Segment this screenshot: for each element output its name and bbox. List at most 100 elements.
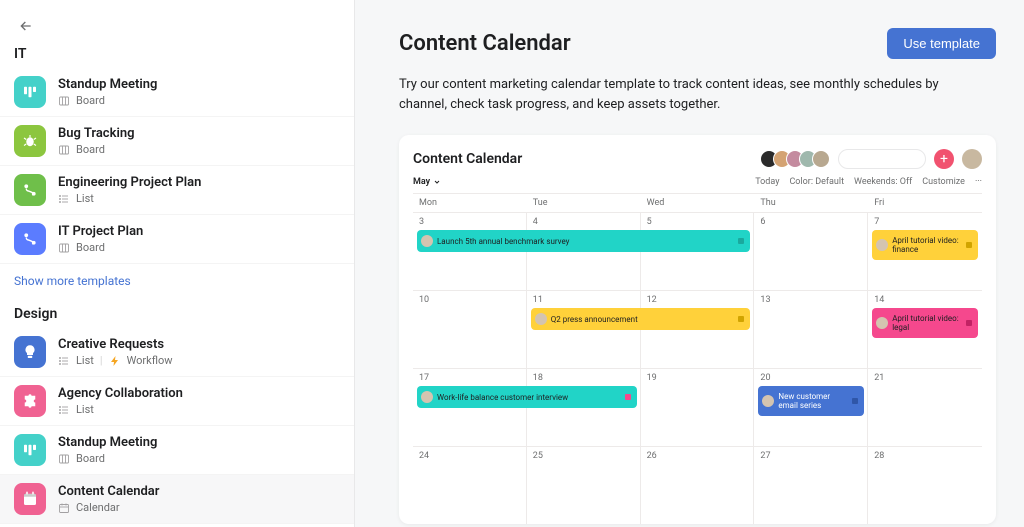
calendar-cell[interactable]: 28 bbox=[868, 446, 982, 524]
template-name: Content Calendar bbox=[58, 484, 159, 499]
calendar-event[interactable]: Work-life balance customer interview bbox=[417, 386, 637, 408]
page-title: Content Calendar bbox=[399, 31, 571, 56]
template-name: Standup Meeting bbox=[58, 77, 157, 92]
event-avatar bbox=[762, 395, 774, 407]
avatar[interactable] bbox=[812, 150, 830, 168]
event-label: Work-life balance customer interview bbox=[437, 393, 568, 402]
member-avatars[interactable] bbox=[760, 150, 830, 168]
preview-title: Content Calendar bbox=[413, 151, 522, 167]
board-icon bbox=[58, 242, 70, 254]
calendar-cell[interactable]: 21 bbox=[868, 368, 982, 446]
month-selector[interactable]: May bbox=[413, 177, 441, 187]
calendar-cell[interactable]: 27 bbox=[754, 446, 868, 524]
event-status-icon bbox=[966, 242, 972, 248]
sidebar: IT Standup Meeting Board Bug Tracking Board E… bbox=[0, 0, 355, 527]
section-title: IT bbox=[0, 44, 354, 68]
event-label: Q2 press announcement bbox=[551, 315, 638, 324]
template-meta-label: Calendar bbox=[76, 501, 120, 514]
template-meta-label: List bbox=[76, 403, 94, 416]
template-name: Standup Meeting bbox=[58, 435, 157, 450]
template-item[interactable]: Standup Meeting Board bbox=[0, 426, 354, 475]
main-panel: Content Calendar Use template Try our co… bbox=[355, 0, 1024, 527]
today-button[interactable]: Today bbox=[755, 177, 779, 187]
more-icon[interactable]: ··· bbox=[975, 177, 982, 187]
show-more-link[interactable]: Show more templates bbox=[0, 264, 354, 304]
template-meta-label: Board bbox=[76, 143, 105, 156]
template-item[interactable]: Engineering Project Plan List bbox=[0, 166, 354, 215]
columns-icon bbox=[14, 434, 46, 466]
template-name: Bug Tracking bbox=[58, 126, 134, 141]
calendar-cell[interactable]: 6 bbox=[754, 212, 868, 290]
day-header: Thu bbox=[754, 194, 868, 212]
flow-icon bbox=[14, 223, 46, 255]
template-item[interactable]: IT Project Plan Board bbox=[0, 215, 354, 264]
calendar-icon bbox=[58, 502, 70, 514]
day-header: Fri bbox=[868, 194, 982, 212]
back-button[interactable] bbox=[12, 12, 40, 40]
calendar-event[interactable]: Launch 5th annual benchmark survey bbox=[417, 230, 750, 252]
calendar-preview: Content Calendar + May Today Color: Defa… bbox=[399, 135, 996, 524]
template-name: Creative Requests bbox=[58, 337, 173, 352]
template-item[interactable]: Standup Meeting Board bbox=[0, 68, 354, 117]
template-meta-label: List bbox=[76, 192, 94, 205]
event-avatar bbox=[421, 391, 433, 403]
month-label: May bbox=[413, 177, 430, 187]
template-item[interactable]: Bug Tracking Board bbox=[0, 117, 354, 166]
calendar-event[interactable]: April tutorial video: legal bbox=[872, 308, 978, 338]
calendar-event[interactable]: Q2 press announcement bbox=[531, 308, 751, 330]
template-meta-label: Workflow bbox=[127, 354, 173, 367]
board-icon bbox=[58, 453, 70, 465]
calendar-cell[interactable]: 26 bbox=[641, 446, 755, 524]
event-status-icon bbox=[852, 398, 858, 404]
event-avatar bbox=[535, 313, 547, 325]
template-meta-label: List bbox=[76, 354, 94, 367]
columns-icon bbox=[14, 76, 46, 108]
calendar-cell[interactable]: 13 bbox=[754, 290, 868, 368]
flow-icon bbox=[14, 174, 46, 206]
template-item[interactable]: Agency Collaboration List bbox=[0, 377, 354, 426]
puzzle-icon bbox=[14, 385, 46, 417]
use-template-button[interactable]: Use template bbox=[887, 28, 996, 59]
list-icon bbox=[58, 193, 70, 205]
day-header: Wed bbox=[641, 194, 755, 212]
event-label: April tutorial video: legal bbox=[892, 314, 962, 332]
day-header: Tue bbox=[527, 194, 641, 212]
template-item[interactable]: Content Calendar Calendar bbox=[0, 475, 354, 524]
add-task-button[interactable]: + bbox=[934, 149, 954, 169]
calendar-event[interactable]: April tutorial video: finance bbox=[872, 230, 978, 260]
preview-search[interactable] bbox=[838, 149, 926, 169]
template-meta-label: Board bbox=[76, 452, 105, 465]
color-option[interactable]: Color: Default bbox=[789, 177, 844, 187]
template-item[interactable]: Creative RequestsList|Workflow bbox=[0, 328, 354, 377]
calendar-cell[interactable]: 19 bbox=[641, 368, 755, 446]
event-label: New customer email series bbox=[778, 392, 848, 410]
event-status-icon bbox=[966, 320, 972, 326]
template-meta-label: Board bbox=[76, 94, 105, 107]
bolt-icon bbox=[109, 355, 121, 367]
weekends-option[interactable]: Weekends: Off bbox=[854, 177, 912, 187]
template-description: Try our content marketing calendar templ… bbox=[399, 75, 959, 115]
event-avatar bbox=[421, 235, 433, 247]
template-name: Agency Collaboration bbox=[58, 386, 183, 401]
event-avatar bbox=[876, 317, 888, 329]
list-icon bbox=[58, 404, 70, 416]
calendar-cell[interactable]: 25 bbox=[527, 446, 641, 524]
section-title: Design bbox=[0, 304, 354, 328]
customize-button[interactable]: Customize bbox=[922, 177, 965, 187]
calendar-cell[interactable]: 24 bbox=[413, 446, 527, 524]
calendar-icon bbox=[14, 483, 46, 515]
day-header: Mon bbox=[413, 194, 527, 212]
event-label: Launch 5th annual benchmark survey bbox=[437, 237, 569, 246]
list-icon bbox=[58, 355, 70, 367]
template-meta-label: Board bbox=[76, 241, 105, 254]
template-name: IT Project Plan bbox=[58, 224, 143, 239]
event-status-icon bbox=[738, 316, 744, 322]
template-name: Engineering Project Plan bbox=[58, 175, 201, 190]
bulb-icon bbox=[14, 336, 46, 368]
event-avatar bbox=[876, 239, 888, 251]
event-label: April tutorial video: finance bbox=[892, 236, 962, 254]
calendar-cell[interactable]: 10 bbox=[413, 290, 527, 368]
current-user-avatar[interactable] bbox=[962, 149, 982, 169]
calendar-event[interactable]: New customer email series bbox=[758, 386, 864, 416]
board-icon bbox=[58, 95, 70, 107]
